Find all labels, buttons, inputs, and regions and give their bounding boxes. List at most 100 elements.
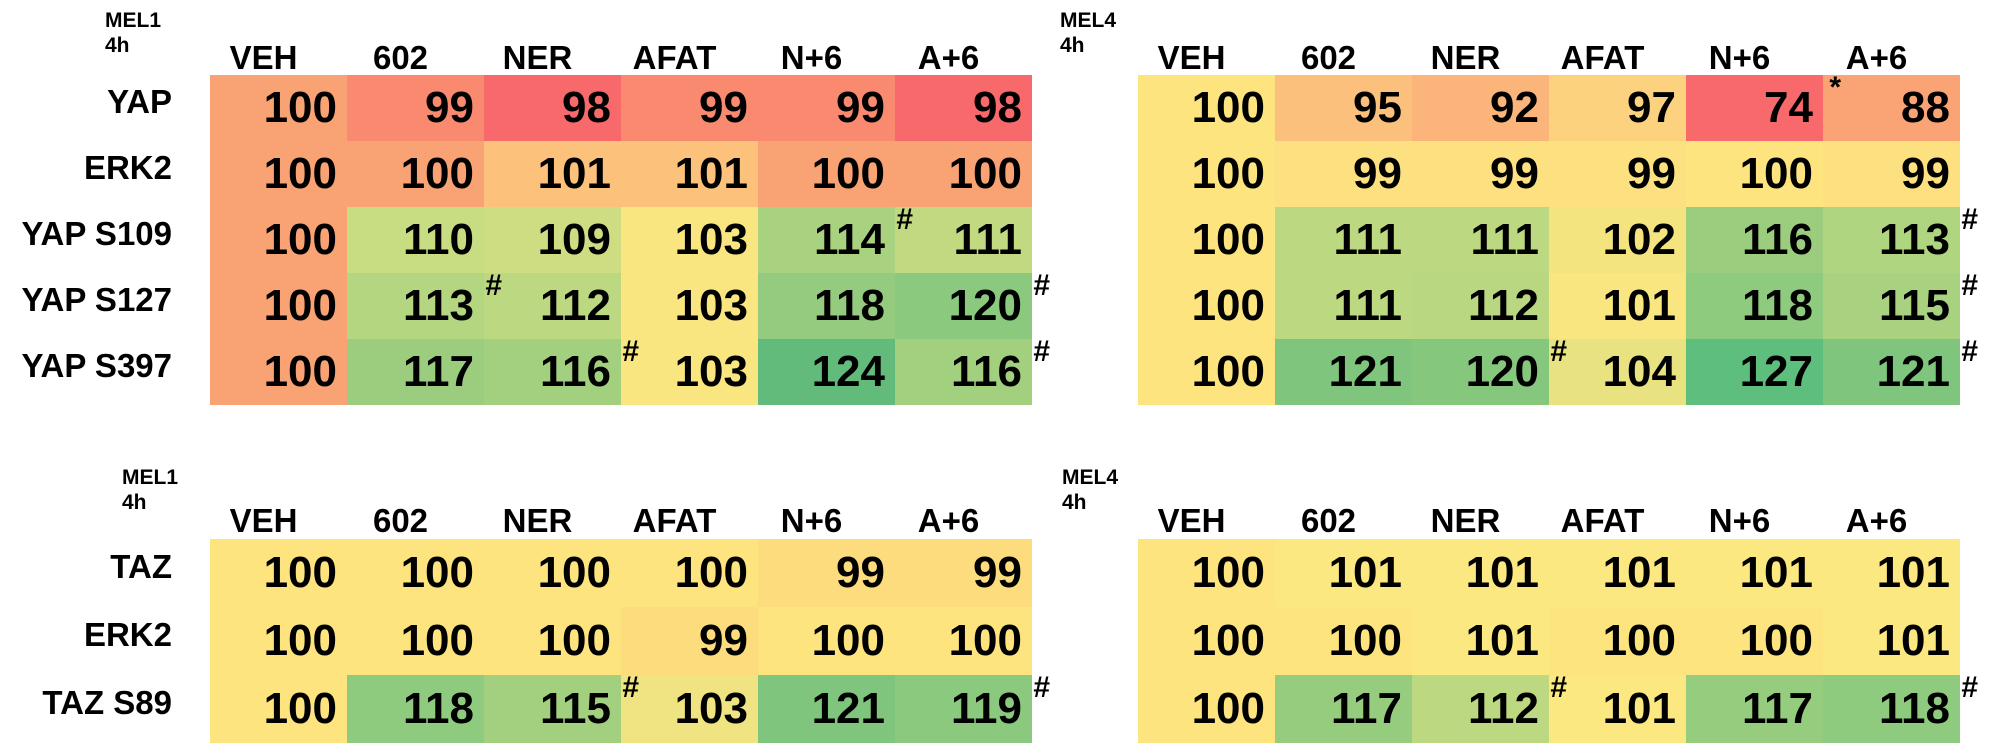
significance-hash: # <box>622 335 639 368</box>
heatmap-cell: 99 <box>1549 141 1686 207</box>
column-header: AFAT <box>632 39 717 76</box>
cell-value: 118 <box>403 684 474 733</box>
heatmap-cell: 101 <box>621 141 758 207</box>
heatmap-cell: 99 <box>895 539 1032 607</box>
column-header: A+6 <box>917 502 980 539</box>
significance-hash: # <box>1961 671 1978 704</box>
cell-value: 99 <box>836 548 885 597</box>
cell-value: 101 <box>674 149 748 198</box>
heatmap-cell: 111 <box>1412 207 1549 273</box>
heatmap-panel: MEL1 4h VEH 602 NER AFAT N+6 A+6 TAZ 100 100 100 100… <box>0 455 1050 755</box>
row-label: YAP S127 <box>21 281 172 318</box>
cell-value: 100 <box>263 548 337 597</box>
heatmap-cell: 100 <box>1138 75 1275 141</box>
heatmap-cell: 101 <box>1823 607 1960 675</box>
row-label: YAP S109 <box>21 215 172 252</box>
significance-hash: # <box>1961 203 1978 236</box>
heatmap-cell: 99 <box>758 539 895 607</box>
heatmap-cell: 95 <box>1275 75 1412 141</box>
cell-value: 101 <box>1602 281 1676 330</box>
cell-value: 118 <box>814 281 885 330</box>
heatmap-cell: 98 <box>484 75 621 141</box>
cell-value: 115 <box>1879 281 1950 330</box>
cell-value: 120 <box>1465 347 1539 396</box>
cell-value: 100 <box>263 215 337 264</box>
panel-label-cell-line: MEL4 <box>1062 466 1119 489</box>
cell-value: 100 <box>948 616 1022 665</box>
row-label: ERK2 <box>83 616 172 653</box>
panel-label: MEL4 4h <box>1062 465 1118 515</box>
heatmap-cell: 112 <box>484 273 621 339</box>
heatmap-cell: 103 <box>621 339 758 405</box>
heatmap-cell: 100 <box>484 539 621 607</box>
cell-value: 99 <box>973 548 1022 597</box>
panel-label-cell-line: MEL4 <box>1060 9 1117 32</box>
heatmap-cell: 100 <box>1686 607 1823 675</box>
cell-value: 121 <box>1328 347 1402 396</box>
panel-label-time: 4h <box>1060 34 1085 57</box>
significance-hash: # <box>1550 335 1567 368</box>
heatmap-cell: 101 <box>1549 273 1686 339</box>
heatmap-cell: 117# <box>1686 673 1841 743</box>
cell-value: 100 <box>263 149 337 198</box>
cell-value: 99 <box>699 616 748 665</box>
cell-value: 101 <box>1465 616 1539 665</box>
cell-value: 111 <box>1333 281 1402 330</box>
heatmap-cell: 101 <box>1549 539 1686 607</box>
heatmap-cell: 100 <box>210 141 347 207</box>
heatmap-cell: 100 <box>758 607 895 675</box>
cell-value: 97 <box>1627 83 1676 132</box>
heatmap-cell: 100 <box>210 607 347 675</box>
cell-value: 101 <box>1328 548 1402 597</box>
significance-hash: # <box>1961 269 1978 302</box>
cell-value: 101 <box>1465 548 1539 597</box>
column-header: A+6 <box>917 39 980 76</box>
heatmap-cell: 113 # <box>1823 205 1978 273</box>
cell-value: 101 <box>1602 548 1676 597</box>
cell-value: 99 <box>1627 149 1676 198</box>
cell-value: 100 <box>400 149 474 198</box>
cell-value: 112 <box>540 281 611 330</box>
heatmap-cell: 100 <box>1686 141 1823 207</box>
heatmap-cell: 121 # <box>1823 337 1978 405</box>
column-header: 602 <box>1300 502 1357 539</box>
cell-value: 103 <box>674 215 748 264</box>
cell-value: 100 <box>263 684 337 733</box>
cell-value: 100 <box>1191 684 1265 733</box>
heatmap-cell: 100 <box>1138 339 1275 405</box>
heatmap-cell: 100 <box>895 607 1032 675</box>
column-header: A+6 <box>1845 39 1908 76</box>
panel-label-cell-line: MEL1 <box>105 9 162 32</box>
row-label: TAZ S89 <box>42 684 172 721</box>
row-label: TAZ <box>110 548 172 585</box>
cell-value: 100 <box>1191 281 1265 330</box>
cell-value: 100 <box>1739 149 1813 198</box>
cell-value: 101 <box>1876 616 1950 665</box>
column-header: NER <box>502 39 573 76</box>
heatmap-cell: 113 # <box>347 271 502 339</box>
heatmap-cell: 111 <box>895 207 1032 273</box>
cell-value: 100 <box>263 83 337 132</box>
heatmap-cell: 101 <box>484 141 621 207</box>
cell-value: 118 <box>1742 281 1813 330</box>
cell-value: 121 <box>811 684 885 733</box>
heatmap-cell: 103 <box>621 207 758 273</box>
heatmap-cell: 127# <box>1686 337 1841 405</box>
heatmap-panel: MEL1 4h VEH 602 NER AFAT N+6 A+6 YAP 100 99 98 99 99 9… <box>0 0 1050 405</box>
column-header: N+6 <box>780 39 843 76</box>
column-header: AFAT <box>632 502 717 539</box>
cell-value: 100 <box>1191 347 1265 396</box>
cell-value: 119 <box>951 684 1022 733</box>
heatmap-cell: 115 # <box>484 673 639 743</box>
column-header: N+6 <box>780 502 843 539</box>
heatmap-cell: 100 <box>210 207 347 273</box>
significance-hash: # <box>485 269 502 302</box>
cell-value: 111 <box>1470 215 1539 264</box>
heatmap-cell: 99 <box>621 75 758 141</box>
heatmap-cell: 99 <box>758 75 895 141</box>
cell-value: 103 <box>674 347 748 396</box>
heatmap-cell: 101 <box>1412 607 1549 675</box>
heatmap-cell: 100 <box>347 141 484 207</box>
cell-value: 116 <box>951 347 1022 396</box>
heatmap-cell: 112 <box>1412 273 1549 339</box>
